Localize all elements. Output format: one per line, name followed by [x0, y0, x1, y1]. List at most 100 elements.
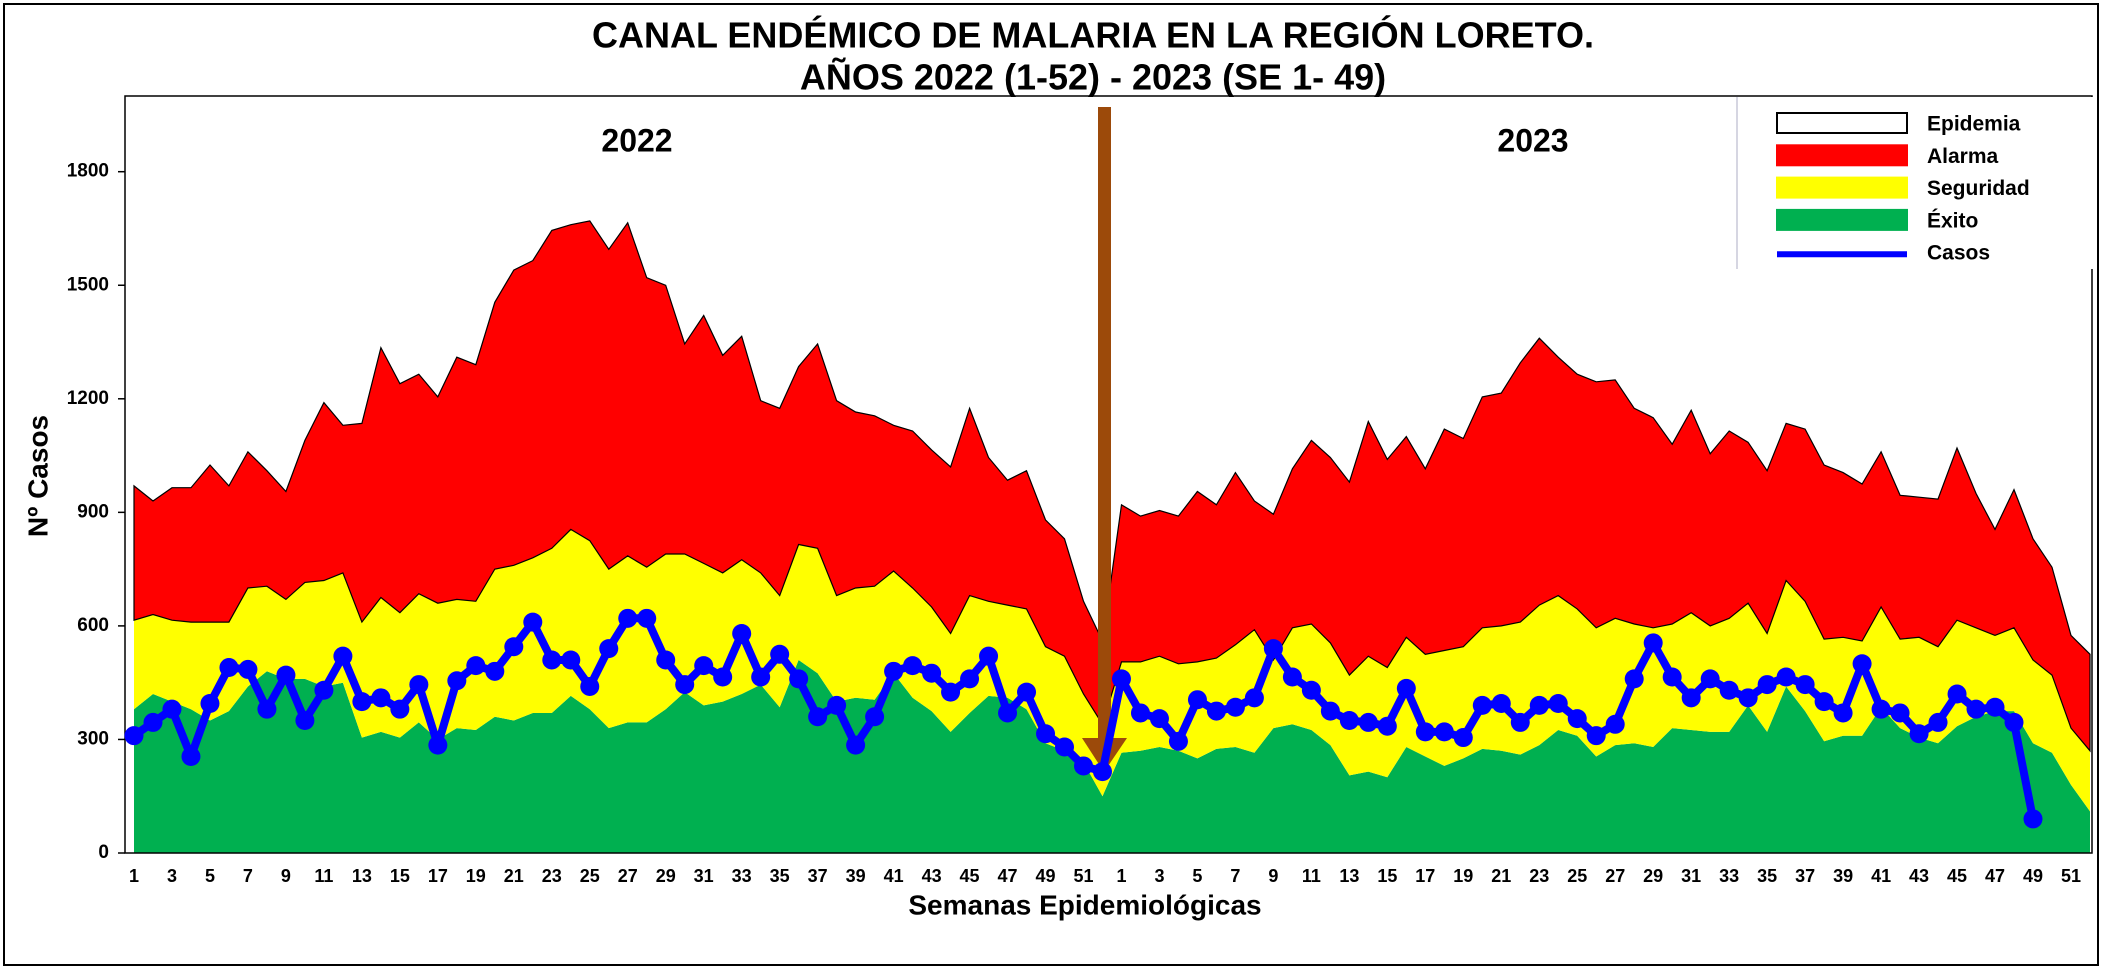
- x-tick-label: 37: [808, 866, 828, 886]
- cases-marker: [1339, 711, 1359, 731]
- cases-marker: [2004, 712, 2024, 732]
- cases-marker: [1320, 701, 1340, 721]
- cases-marker: [1055, 737, 1075, 757]
- x-tick-label: 41: [884, 866, 904, 886]
- cases-marker: [1662, 667, 1682, 687]
- cases-marker: [390, 699, 410, 719]
- cases-marker: [162, 699, 182, 719]
- x-tick-label: 11: [1302, 866, 1321, 886]
- x-tick-label: 47: [998, 866, 1018, 886]
- legend-swatch: [1776, 112, 1908, 134]
- x-tick-label: 1: [1116, 866, 1126, 886]
- x-tick-label: 21: [1491, 866, 1511, 886]
- cases-marker: [124, 726, 144, 746]
- year-label: 2022: [601, 122, 672, 158]
- legend: Epidemia Alarma Seguridad Éxito Casos: [1776, 112, 2030, 265]
- cases-marker: [637, 608, 657, 628]
- cases-marker: [1453, 728, 1473, 748]
- cases-marker: [1377, 716, 1397, 736]
- legend-label: Epidemia: [1927, 113, 2021, 136]
- x-tick-label: 37: [1795, 866, 1815, 886]
- cases-marker: [1168, 731, 1188, 751]
- x-tick-label: 3: [167, 866, 177, 886]
- chart-subtitle: AÑOS 2022 (1-52) - 2023 (SE 1- 49): [800, 56, 1386, 98]
- x-tick-label: 5: [205, 866, 215, 886]
- cases-marker: [409, 675, 429, 695]
- x-tick-label: 23: [1529, 866, 1549, 886]
- cases-marker: [1491, 693, 1511, 713]
- cases-marker: [1776, 667, 1796, 687]
- cases-marker: [1681, 688, 1701, 708]
- y-tick-label: 1500: [67, 274, 109, 295]
- legend-label: Seguridad: [1927, 177, 2030, 200]
- x-tick-label: 9: [281, 866, 291, 886]
- cases-marker: [1074, 756, 1093, 776]
- cases-marker: [1852, 654, 1872, 674]
- x-tick-label: 51: [1073, 866, 1093, 886]
- cases-marker: [846, 735, 866, 755]
- x-tick-label: 35: [1757, 866, 1777, 886]
- y-axis-title: Nº Casos: [22, 415, 53, 537]
- x-tick-label: 33: [732, 866, 752, 886]
- cases-marker: [1985, 697, 2005, 717]
- cases-marker: [618, 608, 638, 628]
- cases-marker: [599, 639, 619, 659]
- cases-marker: [960, 669, 980, 689]
- chart-title: CANAL ENDÉMICO DE MALARIA EN LA REGIÓN L…: [592, 14, 1594, 56]
- cases-marker: [922, 663, 942, 683]
- cases-marker: [1643, 633, 1663, 653]
- x-tick-label: 1: [129, 866, 139, 886]
- cases-marker: [1472, 695, 1492, 715]
- cases-marker: [751, 667, 771, 687]
- cases-marker: [941, 682, 961, 702]
- x-tick-label: 27: [618, 866, 638, 886]
- x-tick-label: 25: [1567, 866, 1587, 886]
- cases-marker: [884, 661, 904, 681]
- cases-marker: [1586, 726, 1606, 746]
- cases-marker: [1795, 675, 1815, 695]
- cases-marker: [865, 707, 885, 727]
- x-tick-label: 19: [466, 866, 486, 886]
- cases-marker: [371, 688, 391, 708]
- x-tick-label: 41: [1871, 866, 1891, 886]
- x-tick-label: 33: [1719, 866, 1739, 886]
- cases-marker: [827, 695, 847, 715]
- x-tick-label: 31: [694, 866, 714, 886]
- y-tick-label: 0: [98, 842, 109, 863]
- y-tick-label: 600: [77, 615, 109, 636]
- cases-marker: [257, 699, 277, 719]
- x-tick-label: 39: [846, 866, 866, 886]
- cases-marker: [1510, 712, 1530, 732]
- cases-marker: [200, 693, 220, 713]
- cases-marker: [523, 612, 543, 632]
- cases-marker: [1434, 722, 1454, 742]
- cases-marker: [1890, 703, 1910, 723]
- cases-marker: [1282, 667, 1302, 687]
- legend-swatch: [1776, 144, 1908, 167]
- cases-marker: [428, 735, 448, 755]
- cases-marker: [1738, 688, 1758, 708]
- cases-marker: [1130, 703, 1150, 723]
- x-tick-label: 17: [428, 866, 448, 886]
- cases-marker: [903, 656, 923, 676]
- legend-swatch: [1776, 176, 1908, 199]
- legend-label: Éxito: [1927, 209, 1978, 232]
- cases-marker: [1966, 699, 1986, 719]
- cases-marker: [276, 665, 296, 685]
- x-tick-label: 49: [1036, 866, 1056, 886]
- cases-marker: [1187, 690, 1207, 710]
- cases-marker: [789, 669, 809, 689]
- x-tick-label: 25: [580, 866, 600, 886]
- x-tick-label: 19: [1453, 866, 1473, 886]
- cases-marker: [1624, 669, 1644, 689]
- cases-marker: [1301, 680, 1321, 700]
- cases-marker: [1092, 762, 1112, 782]
- cases-marker: [1947, 684, 1967, 704]
- cases-marker: [1928, 712, 1948, 732]
- cases-marker: [979, 646, 999, 666]
- x-tick-label: 51: [2061, 866, 2081, 886]
- cases-marker: [485, 661, 505, 681]
- x-tick-label: 29: [1643, 866, 1663, 886]
- cases-marker: [1605, 714, 1625, 734]
- x-tick-label: 27: [1605, 866, 1625, 886]
